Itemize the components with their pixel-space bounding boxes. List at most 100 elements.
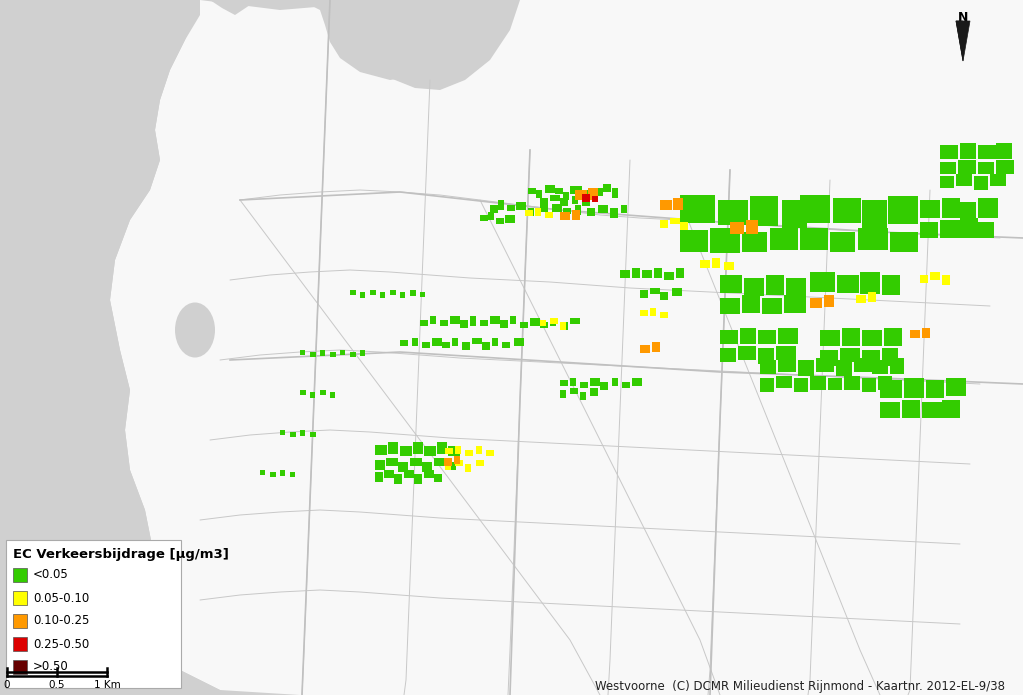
- Bar: [786, 278, 806, 296]
- Bar: [942, 198, 960, 218]
- Bar: [640, 290, 648, 298]
- Bar: [492, 338, 498, 346]
- Bar: [480, 320, 488, 326]
- Bar: [940, 145, 958, 159]
- Bar: [520, 322, 528, 328]
- Bar: [820, 350, 838, 366]
- Bar: [545, 212, 553, 218]
- Bar: [472, 338, 482, 344]
- Bar: [514, 338, 524, 346]
- Bar: [760, 360, 776, 374]
- Bar: [593, 188, 603, 196]
- Bar: [430, 316, 436, 324]
- Bar: [680, 222, 688, 230]
- Bar: [680, 230, 708, 252]
- Bar: [587, 208, 595, 216]
- Bar: [454, 456, 460, 464]
- Bar: [570, 378, 576, 386]
- Bar: [758, 330, 776, 344]
- Bar: [502, 342, 510, 348]
- Bar: [540, 206, 548, 212]
- Bar: [560, 390, 566, 398]
- Bar: [350, 290, 356, 295]
- Bar: [386, 458, 398, 466]
- Bar: [842, 328, 860, 346]
- Bar: [750, 196, 779, 226]
- Bar: [672, 288, 682, 296]
- Bar: [844, 376, 860, 390]
- Bar: [413, 442, 422, 454]
- Bar: [535, 208, 541, 216]
- Bar: [830, 232, 855, 252]
- Bar: [833, 198, 861, 223]
- Bar: [290, 432, 296, 437]
- Bar: [620, 270, 630, 278]
- Ellipse shape: [175, 302, 215, 357]
- Bar: [782, 200, 807, 228]
- Bar: [560, 198, 568, 206]
- Bar: [488, 212, 494, 220]
- Text: EC Verkeersbijdrage [μg/m3]: EC Verkeersbijdrage [μg/m3]: [13, 548, 229, 561]
- Bar: [470, 316, 476, 326]
- Bar: [460, 320, 468, 328]
- Bar: [300, 390, 306, 395]
- Bar: [978, 222, 994, 238]
- Bar: [800, 195, 830, 223]
- Text: 0.10-0.25: 0.10-0.25: [33, 614, 89, 628]
- Bar: [960, 218, 978, 238]
- Bar: [856, 295, 866, 303]
- Bar: [746, 220, 758, 234]
- Bar: [310, 432, 316, 437]
- Bar: [930, 272, 940, 280]
- Bar: [862, 350, 880, 366]
- Bar: [525, 210, 533, 216]
- Bar: [920, 200, 940, 218]
- Bar: [712, 258, 720, 268]
- Bar: [940, 176, 954, 188]
- Bar: [652, 342, 660, 352]
- Bar: [563, 192, 569, 200]
- Bar: [280, 430, 285, 435]
- Bar: [762, 298, 782, 314]
- Bar: [828, 378, 842, 390]
- Bar: [862, 200, 887, 230]
- Bar: [490, 316, 500, 324]
- Text: 0.05-0.10: 0.05-0.10: [33, 591, 89, 605]
- Bar: [776, 376, 792, 388]
- Bar: [410, 458, 422, 466]
- Bar: [455, 446, 461, 454]
- Bar: [922, 402, 942, 418]
- Bar: [632, 378, 642, 386]
- Text: <0.05: <0.05: [33, 569, 69, 582]
- Bar: [738, 346, 756, 360]
- Bar: [810, 298, 822, 308]
- Bar: [710, 228, 740, 253]
- Bar: [510, 316, 516, 324]
- Bar: [974, 176, 988, 190]
- Bar: [570, 186, 582, 194]
- Bar: [496, 218, 504, 224]
- Bar: [720, 348, 736, 362]
- Bar: [370, 290, 376, 295]
- Bar: [612, 188, 618, 198]
- Bar: [654, 268, 662, 278]
- Bar: [310, 392, 315, 398]
- Bar: [878, 376, 892, 390]
- Bar: [940, 162, 957, 174]
- Bar: [437, 442, 447, 454]
- Bar: [902, 400, 920, 418]
- Bar: [450, 316, 460, 324]
- Bar: [570, 388, 578, 394]
- Text: Westvoorne  (C) DCMR Milieudienst Rijnmond - Kaartnr. 2012-EL-9/38: Westvoorne (C) DCMR Milieudienst Rijnmon…: [595, 680, 1005, 693]
- Bar: [482, 342, 490, 350]
- Bar: [940, 220, 960, 238]
- Bar: [810, 272, 835, 292]
- Bar: [862, 378, 876, 392]
- Bar: [766, 275, 784, 295]
- Bar: [300, 350, 305, 355]
- Bar: [660, 200, 672, 210]
- Bar: [610, 208, 618, 218]
- Bar: [380, 292, 385, 298]
- Bar: [590, 388, 598, 396]
- Bar: [330, 392, 335, 398]
